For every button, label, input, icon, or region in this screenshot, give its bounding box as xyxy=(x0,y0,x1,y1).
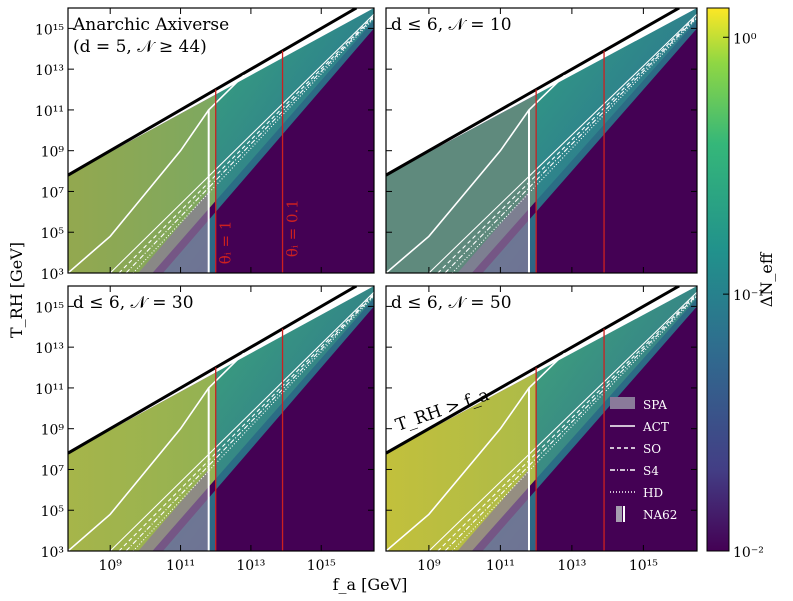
y-tick-label: 10⁷ xyxy=(41,185,65,201)
legend-label: SO xyxy=(643,442,661,456)
x-tick-label: 10¹¹ xyxy=(486,558,515,574)
y-tick-label: 10⁵ xyxy=(41,226,65,242)
panel-subtitle: (d = 5, 𝒩 ≥ 44) xyxy=(73,37,207,57)
legend-swatch xyxy=(610,397,635,409)
boundary-line xyxy=(68,286,358,455)
spa-region xyxy=(457,191,529,273)
so-line xyxy=(428,13,697,273)
so-dashed-line xyxy=(118,15,374,273)
so-line xyxy=(109,291,374,551)
panel-title: Anarchic Axiverse xyxy=(72,15,229,35)
so-line xyxy=(109,13,374,273)
hd-line xyxy=(451,295,697,551)
y-tick-label: 10¹⁵ xyxy=(35,22,64,38)
so-dashed-line xyxy=(118,293,374,551)
panel-frame xyxy=(67,285,375,552)
colorbar-tick-label: 10⁻¹ xyxy=(733,288,764,304)
boundary-exclusion xyxy=(386,286,697,454)
y-tick-label: 10⁷ xyxy=(41,463,65,479)
x-tick-label: 10¹⁵ xyxy=(629,558,658,574)
legend: SPA ACT SO S4 HD NA62 xyxy=(610,397,677,522)
act-curve xyxy=(386,352,566,551)
x-tick-label: 10⁹ xyxy=(417,558,441,574)
colorbar-scale xyxy=(706,7,730,552)
x-tick-label: 10¹⁵ xyxy=(307,558,336,574)
act-curve xyxy=(386,74,566,273)
colorbar-tick-label: 10⁰ xyxy=(733,31,757,47)
x-tick-label: 10¹¹ xyxy=(166,558,195,574)
panel-bottom-left: 10⁹ 10¹¹ 10¹³ 10¹⁵ 10³ 10⁵ 10⁷ 10⁹ 10¹¹ 10¹³ 10¹⁵ d… xyxy=(35,285,375,574)
legend-label: NA62 xyxy=(643,508,677,522)
s4-line xyxy=(125,16,374,273)
boundary-exclusion xyxy=(68,8,374,176)
y-tick-label: 10¹³ xyxy=(35,341,64,357)
x-axis-label: f_a [GeV] xyxy=(333,575,408,594)
so-line xyxy=(428,291,697,551)
y-tick-label: 10⁹ xyxy=(41,423,65,439)
boundary-line xyxy=(68,8,358,177)
y-tick-label: 10⁵ xyxy=(41,504,65,520)
act-curve xyxy=(68,352,245,551)
so-dashed-line xyxy=(437,15,697,273)
panel-title: d ≤ 6, 𝒩 = 10 xyxy=(391,15,512,35)
legend-label: HD xyxy=(643,486,663,500)
panel-frame xyxy=(385,285,698,552)
y-tick-label: 10¹³ xyxy=(35,63,64,79)
boundary-exclusion xyxy=(386,8,697,176)
act-curve xyxy=(68,74,245,273)
panel-top-right: d ≤ 6, 𝒩 = 10 xyxy=(385,7,698,274)
theta-annotation: θᵢ = 0.1 xyxy=(284,199,302,257)
legend-label: S4 xyxy=(643,464,659,478)
panel-title: d ≤ 6, 𝒩 = 50 xyxy=(391,293,512,313)
boundary-line xyxy=(386,286,680,455)
legend-label: ACT xyxy=(642,420,669,434)
panel-top-left: 10³ 10⁵ 10⁷ 10⁹ 10¹¹ 10¹³ 10¹⁵ Anarchic Axivers… xyxy=(35,7,375,283)
y-tick-label: 10¹⁵ xyxy=(35,300,64,316)
x-tick-label: 10⁹ xyxy=(98,558,122,574)
x-tick-label: 10¹³ xyxy=(557,558,586,574)
x-tick-label: 10¹³ xyxy=(236,558,265,574)
boundary-exclusion xyxy=(68,286,374,454)
y-tick-label: 10³ xyxy=(41,267,64,283)
y-tick-label: 10⁹ xyxy=(41,145,65,161)
hd-line xyxy=(451,17,697,273)
colorbar-tick-label: 10⁻² xyxy=(733,545,764,561)
so-dashed-line xyxy=(437,293,697,551)
legend-label: SPA xyxy=(643,398,667,412)
y-tick-label: 10³ xyxy=(41,545,64,561)
y-axis-label: T_RH [GeV] xyxy=(7,242,26,338)
theta-annotation: θᵢ = 1 xyxy=(217,221,235,265)
s4-line xyxy=(125,294,374,551)
colorbar: 10⁰ 10⁻¹ 10⁻² ΔN_eff xyxy=(706,7,776,561)
boundary-line xyxy=(386,8,680,177)
legend-swatch xyxy=(616,506,622,522)
y-tick-label: 10¹¹ xyxy=(35,104,64,120)
y-tick-label: 10¹¹ xyxy=(35,382,64,398)
panel-frame xyxy=(385,7,698,274)
panel-frame xyxy=(67,7,375,274)
panel-title: d ≤ 6, 𝒩 = 30 xyxy=(73,293,194,313)
colorbar-label: ΔN_eff xyxy=(757,251,776,307)
